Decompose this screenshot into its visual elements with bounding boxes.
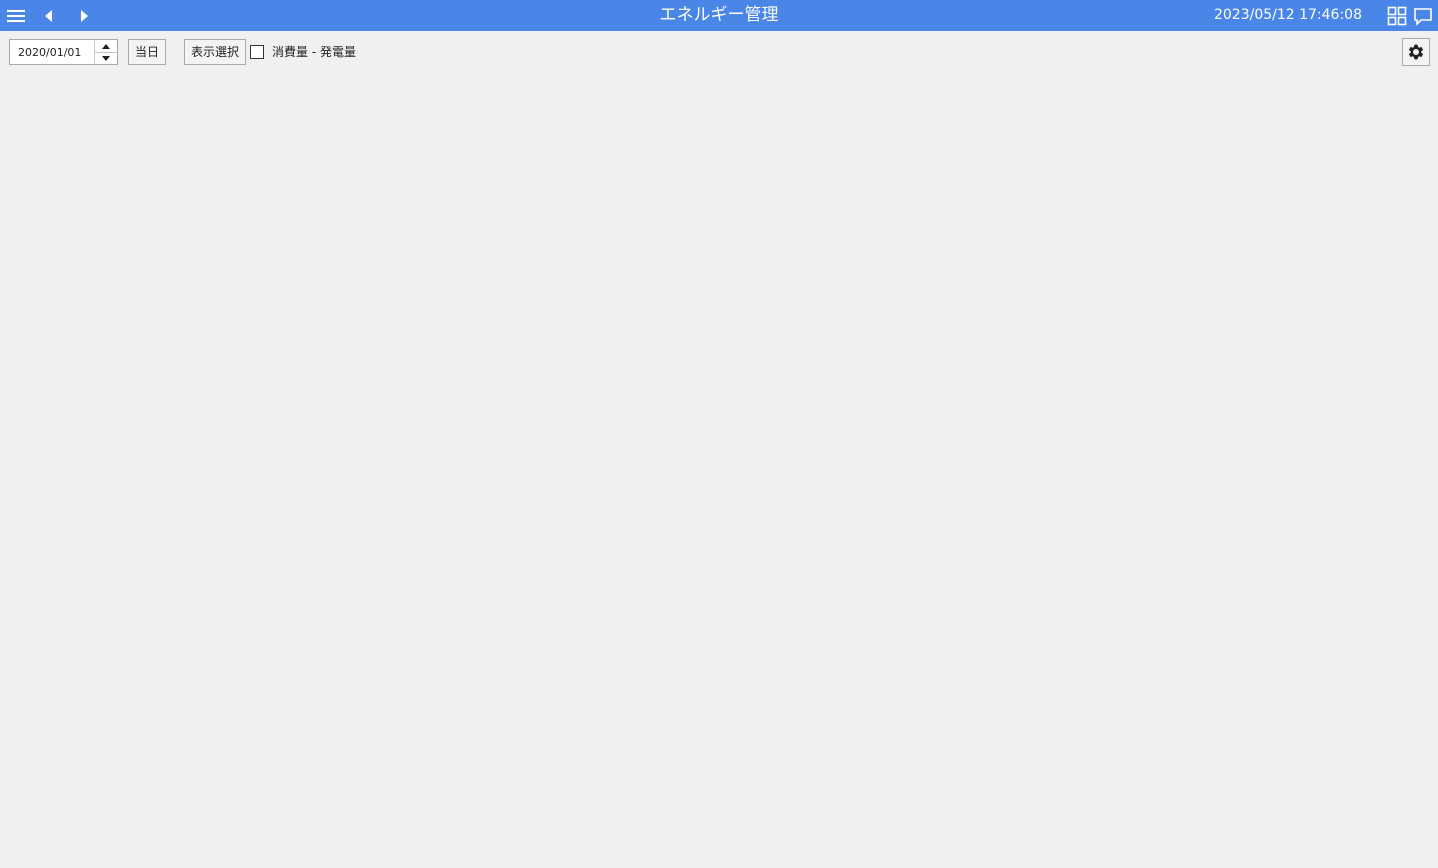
date-spinner[interactable] — [94, 40, 117, 64]
menu-icon[interactable] — [4, 0, 28, 31]
date-picker[interactable] — [9, 39, 118, 65]
datetime-display: 2023/05/12 17:46:08 — [1213, 7, 1362, 23]
gear-icon — [1408, 44, 1424, 60]
app-title: エネルギー管理 — [659, 5, 779, 25]
back-arrow-icon[interactable] — [38, 0, 60, 31]
display-select-button[interactable]: 表示選択 — [184, 39, 247, 65]
today-button[interactable]: 当日 — [128, 39, 167, 65]
settings-button[interactable] — [1402, 38, 1430, 66]
message-icon[interactable] — [1410, 0, 1436, 31]
spin-down-icon[interactable] — [95, 52, 117, 64]
grid-view-icon[interactable] — [1384, 0, 1410, 31]
toolbar: 当日 表示選択 消費量 - 発電量 — [0, 31, 1438, 73]
spin-up-icon[interactable] — [95, 40, 117, 52]
date-input[interactable] — [10, 40, 104, 64]
forward-arrow-icon[interactable] — [73, 0, 95, 31]
consumption-generation-checkbox[interactable] — [250, 45, 264, 59]
checkbox-label: 消費量 - 発電量 — [272, 45, 356, 59]
top-bar: エネルギー管理 2023/05/12 17:46:08 — [0, 0, 1438, 31]
